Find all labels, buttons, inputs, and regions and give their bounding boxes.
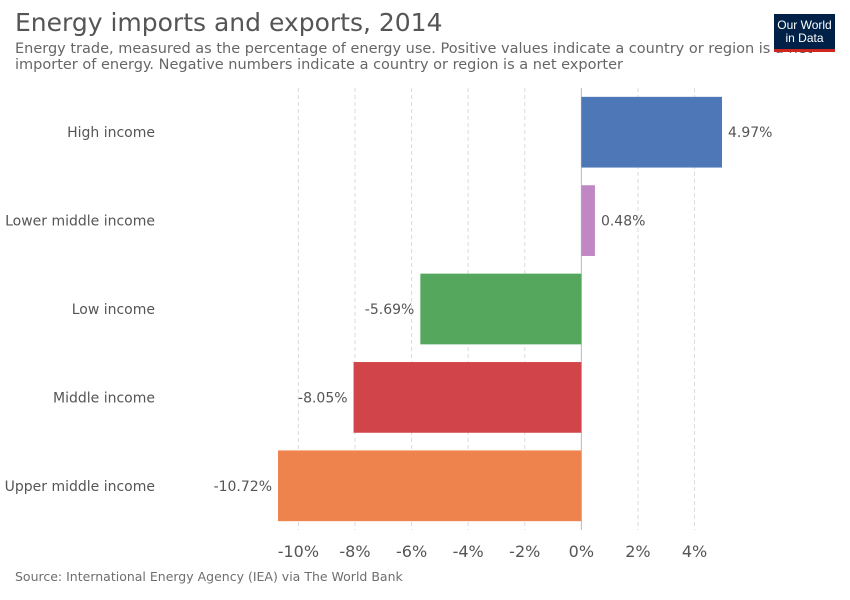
chart-subtitle: Energy trade, measured as the percentage… (15, 41, 813, 73)
logo-line-1: Our World (777, 17, 832, 32)
data-label: 0.48% (601, 214, 645, 230)
data-label: -5.69% (365, 302, 415, 318)
x-tick-label: 2% (625, 542, 650, 561)
category-label: Low income (72, 302, 155, 318)
x-tick-label: -4% (453, 542, 484, 561)
x-tick-label: 4% (682, 542, 707, 561)
source-note: Source: International Energy Agency (IEA… (15, 569, 403, 584)
chart-title: Energy imports and exports, 2014 (15, 8, 443, 37)
category-label: Lower middle income (5, 214, 155, 230)
x-tick-label: -6% (396, 542, 427, 561)
x-tick-label: -8% (339, 542, 370, 561)
bar (581, 185, 595, 256)
category-label: Middle income (53, 390, 155, 406)
x-axis-ticks: -10% -8% -6% -4% -2% 0% 2% 4% (278, 542, 708, 561)
bar (581, 96, 722, 168)
data-label: 4.97% (728, 125, 772, 141)
bar (278, 450, 582, 522)
labels: High income 4.97% Lower middle income 0.48%… (5, 125, 773, 495)
data-label: -10.72% (214, 479, 272, 495)
x-tick-label: 0% (569, 542, 594, 561)
category-label: High income (67, 125, 155, 141)
x-tick-label: -2% (509, 542, 540, 561)
x-tick-label: -10% (278, 542, 319, 561)
logo-line-2: in Data (785, 30, 824, 45)
bars (278, 96, 722, 522)
owid-logo[interactable]: Our World in Data (774, 14, 835, 52)
bar (353, 362, 582, 433)
bar (420, 273, 582, 345)
data-label: -8.05% (298, 390, 348, 406)
category-label: Upper middle income (5, 479, 155, 495)
